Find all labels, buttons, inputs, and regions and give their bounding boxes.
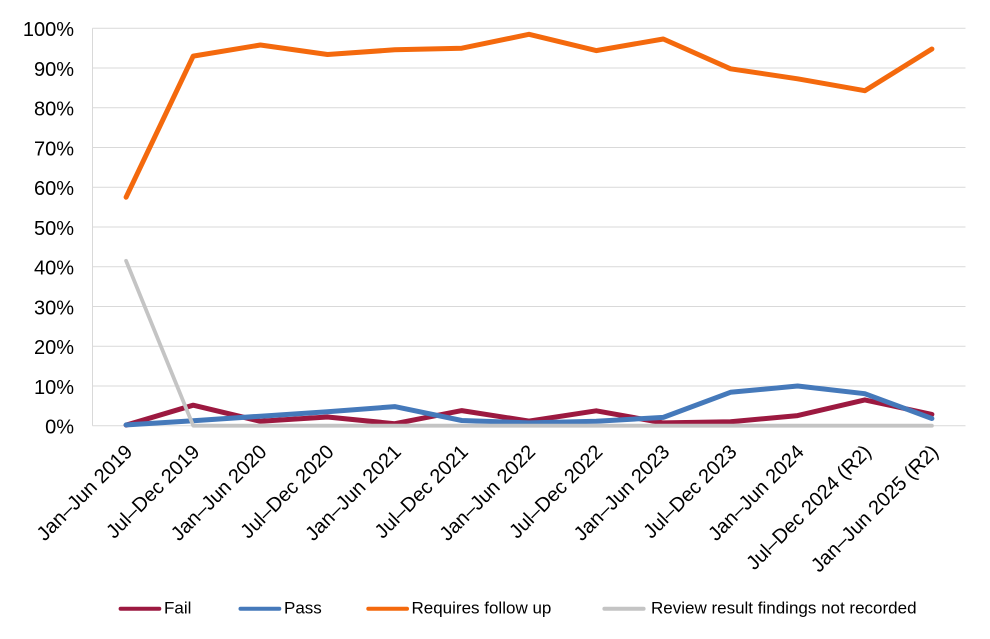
- svg-text:20%: 20%: [34, 337, 74, 359]
- svg-text:70%: 70%: [34, 138, 74, 160]
- svg-text:80%: 80%: [34, 99, 74, 121]
- svg-text:30%: 30%: [34, 297, 74, 319]
- svg-text:0%: 0%: [45, 417, 74, 439]
- svg-text:90%: 90%: [34, 59, 74, 81]
- svg-text:Fail: Fail: [164, 599, 191, 618]
- svg-text:50%: 50%: [34, 218, 74, 240]
- svg-text:100%: 100%: [23, 19, 74, 41]
- svg-text:Review result findings not rec: Review result findings not recorded: [651, 599, 917, 618]
- svg-text:Pass: Pass: [284, 599, 322, 618]
- svg-text:60%: 60%: [34, 178, 74, 200]
- svg-text:10%: 10%: [34, 377, 74, 399]
- svg-text:40%: 40%: [34, 258, 74, 280]
- svg-text:Requires follow up: Requires follow up: [412, 599, 552, 618]
